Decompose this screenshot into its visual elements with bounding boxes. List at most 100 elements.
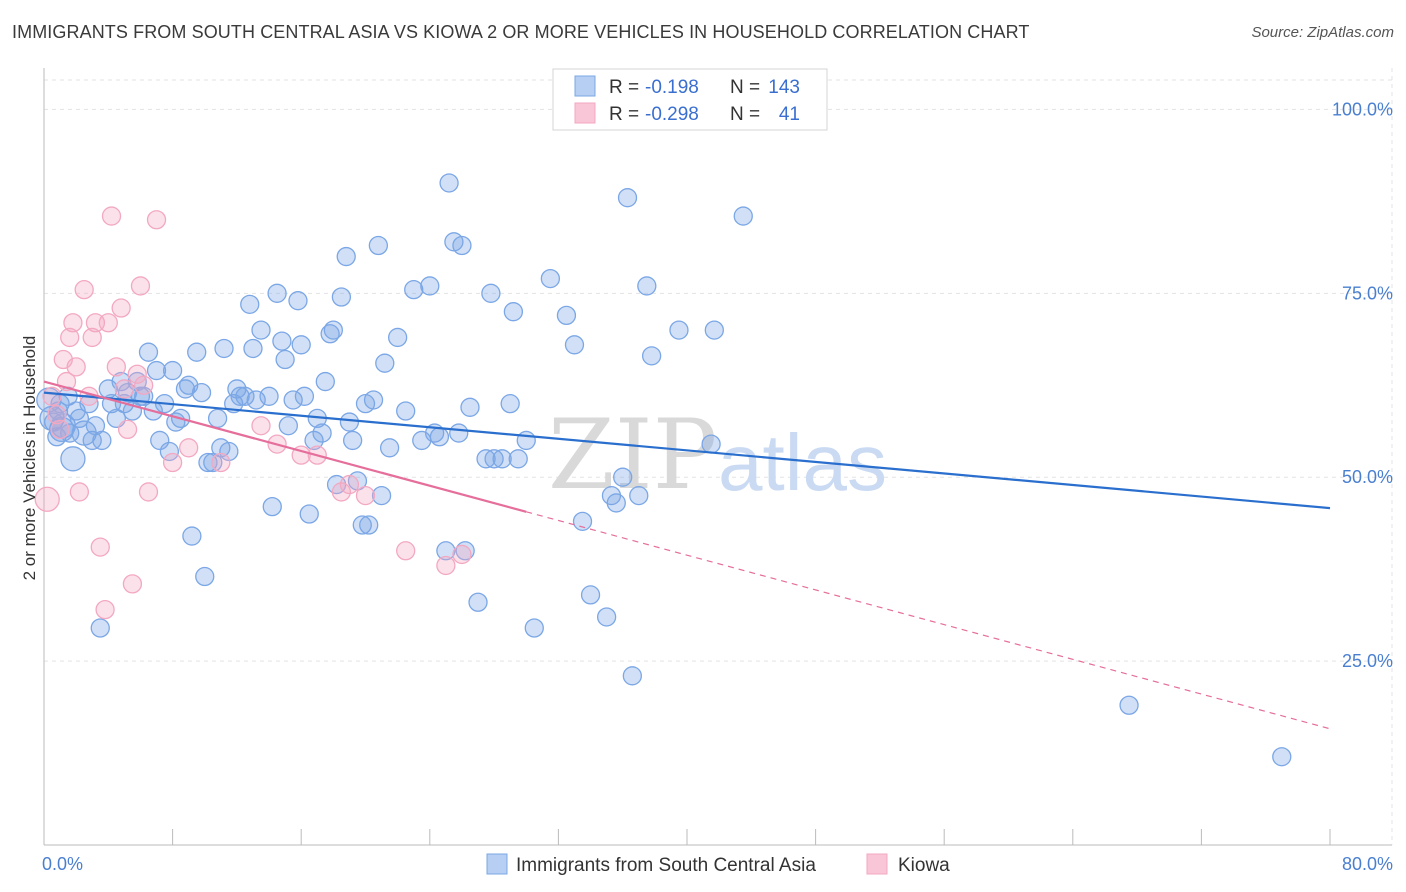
point-kiowa (211, 452, 231, 473)
point-kiowa (146, 210, 167, 230)
point-immigrants (187, 342, 207, 362)
series-legend: Immigrants from South Central Asia Kiowa (486, 853, 950, 876)
point-immigrants (267, 283, 287, 303)
point-immigrants (572, 511, 593, 531)
point-kiowa (396, 541, 416, 561)
point-immigrants (439, 173, 459, 193)
point-immigrants (291, 335, 311, 355)
point-kiowa (101, 206, 122, 226)
point-kiowa (130, 276, 151, 296)
point-immigrants (195, 566, 215, 587)
point-immigrants (331, 287, 352, 307)
point-kiowa (355, 485, 376, 506)
point-immigrants (342, 430, 363, 451)
point-immigrants (387, 327, 408, 348)
point-immigrants (669, 320, 689, 340)
point-immigrants (69, 408, 90, 429)
point-immigrants (622, 666, 642, 686)
point-immigrants (404, 279, 424, 300)
series-legend-immigrants: Immigrants from South Central Asia (516, 855, 816, 876)
point-immigrants (230, 386, 250, 406)
point-immigrants (617, 188, 638, 208)
point-immigrants (436, 541, 456, 561)
point-immigrants (235, 386, 255, 406)
point-immigrants (304, 430, 324, 451)
y-tick-label: 50.0% (1342, 467, 1393, 487)
point-immigrants (460, 397, 480, 417)
point-immigrants (283, 390, 303, 410)
point-immigrants (556, 305, 577, 326)
point-immigrants (207, 408, 228, 429)
legend-r-label-pink: R = (609, 104, 639, 125)
point-immigrants (524, 618, 544, 638)
point-immigrants (629, 485, 649, 506)
point-kiowa (251, 416, 271, 436)
point-kiowa (82, 327, 102, 348)
point-immigrants (175, 379, 196, 399)
point-immigrants (564, 335, 585, 355)
axes (43, 68, 1392, 846)
point-immigrants (278, 416, 298, 436)
point-immigrants (503, 302, 524, 322)
point-immigrants (449, 423, 469, 443)
point-immigrants (476, 449, 496, 469)
source-credit: Source: ZipAtlas.com (1251, 24, 1394, 41)
point-immigrants (375, 353, 395, 373)
point-immigrants (704, 320, 724, 340)
point-immigrants (452, 235, 472, 256)
y-tick-label: 25.0% (1342, 651, 1393, 671)
legend-r-value-blue: -0.198 (645, 77, 699, 98)
point-kiowa (63, 313, 83, 333)
y-tick-label: 75.0% (1342, 283, 1393, 303)
point-kiowa (452, 544, 472, 565)
point-immigrants (60, 446, 86, 472)
point-kiowa (127, 364, 147, 384)
point-immigrants (299, 504, 319, 524)
point-kiowa (90, 537, 110, 557)
point-kiowa (114, 379, 135, 399)
point-immigrants (219, 441, 239, 462)
point-immigrants (203, 452, 223, 473)
point-immigrants (368, 235, 389, 256)
series-legend-swatch-kiowa (866, 853, 888, 875)
point-immigrants (606, 493, 626, 513)
point-immigrants (191, 382, 212, 403)
point-kiowa (34, 486, 60, 512)
legend-n-value-blue: 143 (768, 77, 800, 98)
legend-r-value-pink: -0.298 (645, 104, 699, 125)
legend-n-label-blue: N = (730, 77, 760, 98)
y-tick-label: 100.0% (1332, 99, 1393, 119)
point-immigrants (580, 585, 601, 605)
legend-n-label-pink: N = (730, 104, 760, 125)
point-immigrants (641, 346, 662, 366)
point-immigrants (150, 430, 170, 451)
stats-legend-box (552, 68, 828, 131)
point-immigrants (259, 386, 279, 406)
watermark: ZIP atlas (548, 399, 887, 511)
trend-line-kiowa-extrapolated (526, 511, 1331, 730)
legend-n-value-pink: 41 (779, 104, 800, 125)
point-immigrants (1272, 747, 1292, 767)
point-kiowa (69, 482, 90, 502)
point-immigrants (352, 515, 372, 535)
point-immigrants (243, 338, 263, 359)
point-immigrants (162, 360, 183, 381)
point-immigrants (484, 449, 504, 469)
point-immigrants (492, 449, 512, 469)
point-kiowa (122, 574, 143, 594)
point-immigrants (294, 386, 315, 406)
point-kiowa (179, 438, 199, 458)
point-immigrants (379, 438, 400, 458)
legend-r-label-blue: R = (609, 77, 639, 98)
x-tick-min: 0.0% (42, 854, 83, 874)
point-immigrants (251, 320, 271, 340)
point-immigrants (540, 268, 561, 289)
point-immigrants (159, 441, 180, 462)
point-kiowa (60, 327, 80, 348)
point-kiowa (339, 474, 360, 495)
x-tick-max: 80.0% (1342, 854, 1393, 874)
point-immigrants (1119, 695, 1139, 715)
point-immigrants (320, 324, 340, 344)
series-kiowa-points (34, 206, 472, 620)
